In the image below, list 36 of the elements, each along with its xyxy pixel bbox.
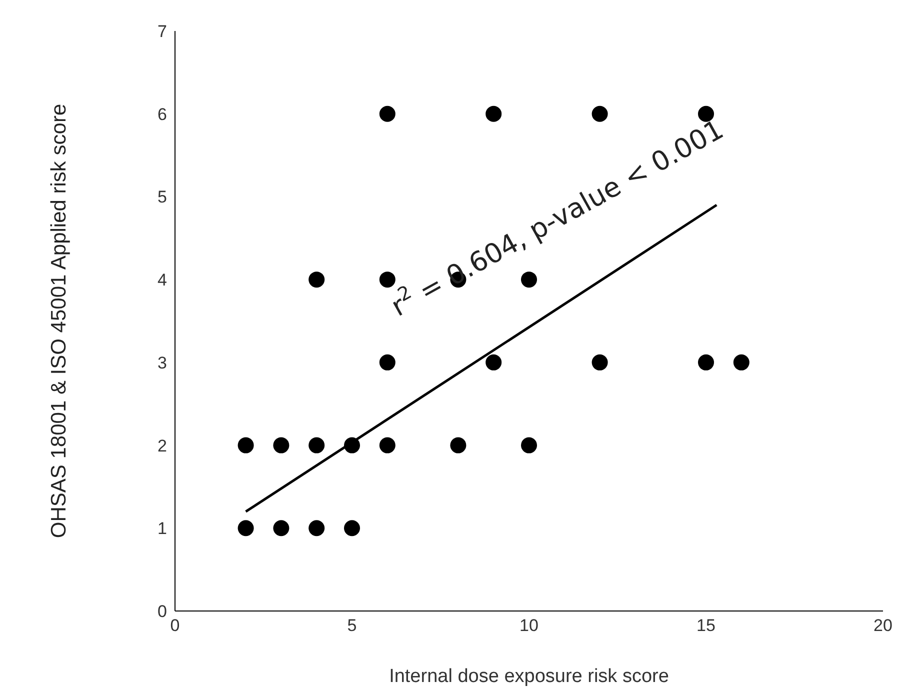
point xyxy=(238,520,254,536)
y-tick-label: 5 xyxy=(158,188,167,207)
x-tick-label: 20 xyxy=(874,616,892,636)
point xyxy=(308,520,325,536)
x-tick-label: 0 xyxy=(170,616,180,636)
x-tick-label: 5 xyxy=(347,616,357,636)
point xyxy=(698,354,714,370)
y-tick-label: 4 xyxy=(158,270,167,290)
point xyxy=(698,106,714,122)
point xyxy=(486,106,502,122)
y-tick-label: 6 xyxy=(158,104,167,124)
point xyxy=(344,520,360,536)
x-axis-title: Internal dose exposure risk score xyxy=(389,666,669,687)
point xyxy=(308,272,325,288)
point xyxy=(379,106,396,122)
point xyxy=(450,437,466,454)
point xyxy=(379,354,396,370)
point xyxy=(521,437,537,454)
point xyxy=(308,437,325,454)
point xyxy=(733,354,750,370)
y-axis-title: OHSAS 18001 & ISO 45001 Applied risk score xyxy=(47,104,70,538)
y-tick-label: 2 xyxy=(158,436,167,456)
point xyxy=(592,354,608,370)
y-tick-label: 1 xyxy=(158,519,167,538)
x-tick-label: 10 xyxy=(520,616,538,636)
y-tick-label: 0 xyxy=(158,602,167,622)
point xyxy=(238,437,254,454)
point xyxy=(486,354,502,370)
point xyxy=(379,437,396,454)
y-tick-label: 3 xyxy=(158,353,167,372)
point xyxy=(273,520,290,536)
point xyxy=(592,106,608,122)
point xyxy=(379,272,396,288)
x-tick-label: 15 xyxy=(696,616,716,636)
point xyxy=(273,437,290,454)
y-tick-label: 7 xyxy=(158,22,167,42)
